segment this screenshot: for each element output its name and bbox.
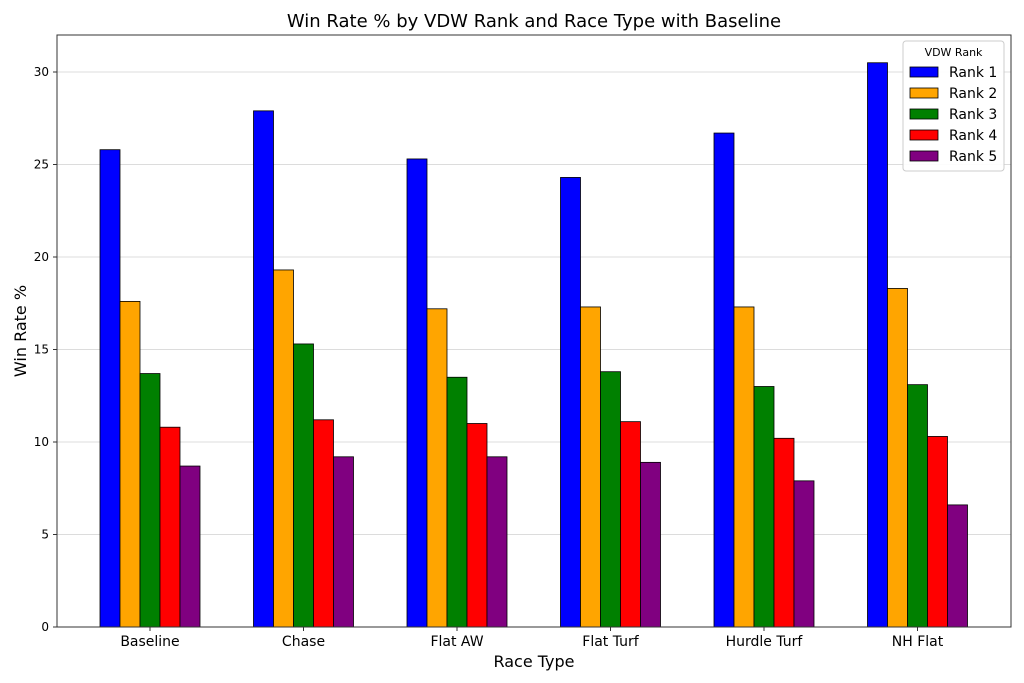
plot-frame [56, 34, 1012, 628]
bar-rank-1-baseline [99, 149, 121, 628]
legend-entry: Rank 3 [949, 107, 997, 123]
x-tick-label: Chase [282, 634, 325, 650]
bar-rank-5-hurdle-turf [793, 480, 815, 628]
legend-swatch [909, 87, 939, 99]
bar-rank-4-flat-turf [620, 421, 641, 628]
bar-rank-1-flat-turf [560, 177, 581, 628]
bar-rank-1-flat-aw [406, 158, 428, 628]
bar-rank-3-hurdle-turf [753, 386, 775, 628]
y-tick-label: 30 [34, 65, 49, 79]
y-axis: 0 5 10 15 20 25 30 [34, 65, 57, 634]
bar-rank-2-flat-aw [426, 308, 448, 628]
bar-rank-5-flat-aw [486, 456, 508, 628]
bar-rank-4-flat-aw [466, 423, 488, 628]
bar-rank-1-chase [253, 110, 274, 628]
bar-rank-4-chase [313, 419, 334, 628]
bar-rank-4-nh-flat [927, 436, 948, 628]
bars [99, 62, 968, 628]
legend: VDW Rank Rank 1 Rank 2 Rank 3 Rank 4 Rank 5 [902, 40, 1005, 172]
x-tick-label: Flat Turf [582, 634, 640, 650]
legend-entry: Rank 2 [949, 86, 997, 102]
bar-rank-2-nh-flat [887, 288, 908, 628]
legend-title: VDW Rank [925, 46, 983, 59]
x-tick-label: Flat AW [430, 634, 483, 650]
x-tick-label: NH Flat [892, 634, 944, 650]
bar-rank-1-hurdle-turf [713, 132, 735, 628]
gridlines [57, 71, 1011, 628]
bar-rank-3-chase [293, 343, 314, 628]
bar-rank-5-flat-turf [640, 461, 661, 628]
bar-rank-2-chase [273, 269, 294, 628]
bar-rank-3-baseline [139, 373, 161, 628]
bar-rank-3-flat-aw [446, 376, 468, 628]
bar-rank-2-flat-turf [580, 306, 601, 628]
bar-rank-2-hurdle-turf [733, 306, 755, 628]
bar-rank-5-nh-flat [947, 504, 968, 628]
legend-swatch [909, 66, 939, 78]
bar-rank-5-baseline [179, 465, 201, 628]
bar-rank-4-hurdle-turf [773, 437, 795, 628]
legend-swatch [909, 150, 939, 162]
bar-rank-3-flat-turf [600, 371, 621, 628]
x-axis: Baseline Chase Flat AW Flat Turf Hurdle Turf… [120, 627, 944, 650]
y-tick-label: 0 [41, 620, 49, 634]
x-tick-label: Baseline [120, 634, 179, 650]
legend-entry: Rank 5 [949, 149, 997, 165]
bar-rank-1-nh-flat [867, 62, 888, 628]
legend-swatch [909, 108, 939, 120]
x-axis-label: Race Type [493, 652, 574, 671]
x-tick-label: Hurdle Turf [726, 634, 804, 650]
y-tick-label: 20 [34, 250, 49, 264]
legend-entry: Rank 4 [949, 128, 997, 144]
bar-rank-3-nh-flat [907, 384, 928, 628]
bar-rank-2-baseline [119, 300, 141, 628]
y-tick-label: 10 [34, 435, 49, 449]
y-tick-label: 25 [34, 158, 49, 172]
bar-rank-4-baseline [159, 426, 181, 628]
bar-rank-5-chase [333, 456, 354, 628]
legend-swatch [909, 129, 939, 141]
y-axis-label: Win Rate % [11, 285, 30, 377]
chart-title: Win Rate % by VDW Rank and Race Type wit… [287, 11, 781, 32]
legend-entry: Rank 1 [949, 65, 997, 81]
y-tick-label: 5 [41, 528, 49, 542]
y-tick-label: 15 [34, 343, 49, 357]
